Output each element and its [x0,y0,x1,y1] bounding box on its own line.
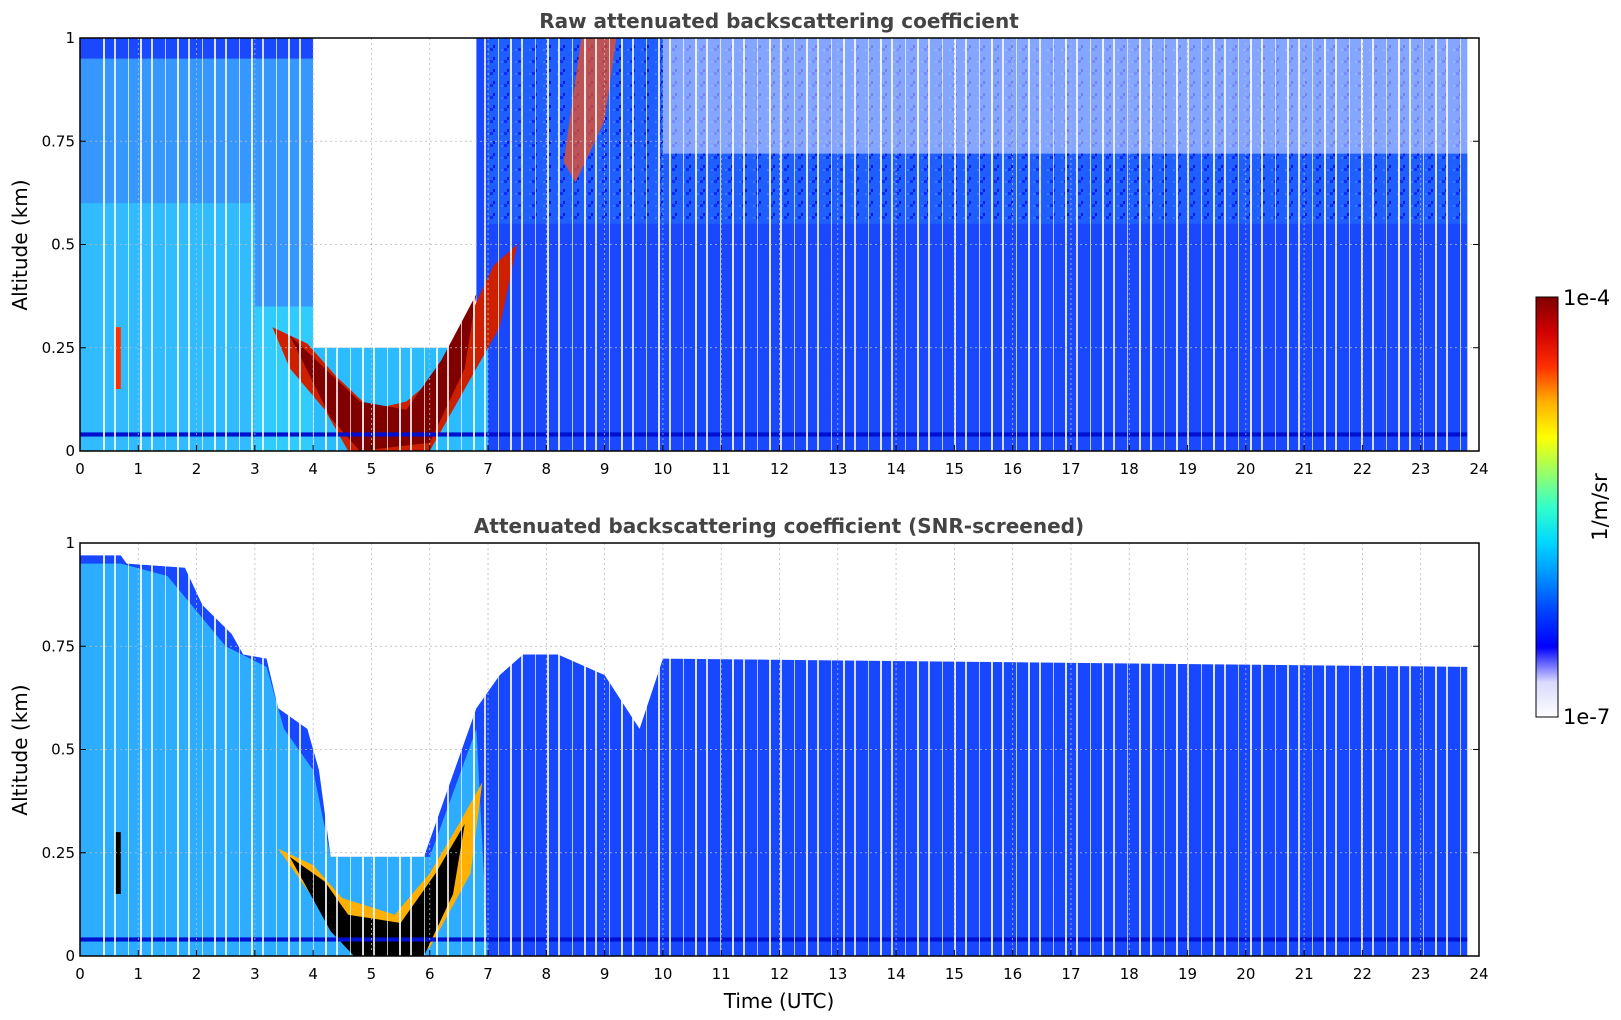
y-tick-label: 0.5 [51,741,75,759]
x-tick-label: 12 [770,965,789,983]
x-tick-label: 2 [192,460,202,478]
panel2-ylabel: Altitude (km) [8,684,32,815]
x-tick-label: 2 [192,965,202,983]
x-tick-label: 4 [308,965,318,983]
x-tick-label: 21 [1295,460,1314,478]
x-tick-label: 0 [75,965,85,983]
panel1-heatmap [80,38,1479,451]
panel2-grid [80,543,1479,956]
x-tick-label: 10 [653,965,672,983]
x-tick-label: 24 [1469,460,1488,478]
panel2-y-ticks: 0 0.25 0.5 0.75 1 [42,534,1479,965]
panel1-ylabel: Altitude (km) [8,179,32,310]
y-tick-label: 1 [65,29,75,47]
x-tick-label: 15 [945,965,964,983]
y-tick-label: 0.75 [42,132,75,150]
panel2-title: Attenuated backscattering coefficient (S… [474,514,1084,538]
y-tick-label: 0.5 [51,236,75,254]
x-tick-label: 19 [1178,965,1197,983]
x-tick-label: 14 [887,460,906,478]
panel-raw: Raw attenuated backscattering coefficien… [8,9,1489,478]
y-tick-label: 0.75 [42,637,75,655]
x-tick-label: 5 [367,460,377,478]
panel-screened: Attenuated backscattering coefficient (S… [8,514,1489,1013]
panel1-title: Raw attenuated backscattering coefficien… [539,9,1019,33]
x-tick-label: 10 [653,460,672,478]
x-tick-label: 1 [134,965,144,983]
colorbar-max-label: 1e-4 [1563,286,1610,310]
x-tick-label: 13 [828,460,847,478]
x-tick-label: 16 [1003,965,1022,983]
x-tick-label: 8 [542,965,552,983]
colorbar-min-label: 1e-7 [1563,705,1610,729]
x-tick-label: 21 [1295,965,1314,983]
colorbar-unit-label: 1/m/sr [1588,473,1612,541]
x-tick-label: 3 [250,460,260,478]
x-tick-label: 3 [250,965,260,983]
x-tick-label: 23 [1411,460,1430,478]
x-tick-label: 1 [134,460,144,478]
x-tick-label: 20 [1236,460,1255,478]
x-tick-label: 7 [483,460,493,478]
y-tick-label: 0 [65,947,75,965]
x-tick-label: 4 [308,460,318,478]
x-tick-label: 16 [1003,460,1022,478]
x-tick-label: 18 [1120,460,1139,478]
x-tick-label: 15 [945,460,964,478]
x-tick-label: 9 [600,965,610,983]
x-tick-label: 14 [887,965,906,983]
x-tick-label: 24 [1469,965,1488,983]
x-tick-label: 5 [367,965,377,983]
x-tick-label: 8 [542,460,552,478]
x-tick-label: 6 [425,965,435,983]
x-tick-label: 22 [1353,460,1372,478]
y-tick-label: 0.25 [42,339,75,357]
y-tick-label: 1 [65,534,75,552]
colorbar: 1e-4 1e-7 1/m/sr [1535,286,1612,729]
x-tick-label: 19 [1178,460,1197,478]
panel1-grid [80,38,1479,451]
panel1-x-ticks: 0 1 2 3 4 5 6 7 8 9 10 11 12 13 14 15 16 17 18 19 20 21 22 23 24 [75,445,1489,478]
x-tick-label: 11 [712,460,731,478]
x-tick-label: 9 [600,460,610,478]
x-tick-label: 6 [425,460,435,478]
x-tick-label: 12 [770,460,789,478]
y-tick-label: 0 [65,442,75,460]
x-tick-label: 18 [1120,965,1139,983]
panel1-y-ticks: 0 0.25 0.5 0.75 1 [42,29,1479,460]
colorbar-gradient [1535,296,1559,718]
x-tick-label: 0 [75,460,85,478]
x-tick-label: 20 [1236,965,1255,983]
x-tick-label: 11 [712,965,731,983]
x-tick-label: 17 [1061,965,1080,983]
x-tick-label: 7 [483,965,493,983]
x-tick-label: 17 [1061,460,1080,478]
x-tick-label: 13 [828,965,847,983]
y-tick-label: 0.25 [42,844,75,862]
panel2-xlabel: Time (UTC) [723,989,835,1013]
panel2-x-ticks: 0 1 2 3 4 5 6 7 8 9 10 11 12 13 14 15 16 17 18 19 20 21 22 23 24 [75,950,1489,983]
x-tick-label: 22 [1353,965,1372,983]
x-tick-label: 23 [1411,965,1430,983]
